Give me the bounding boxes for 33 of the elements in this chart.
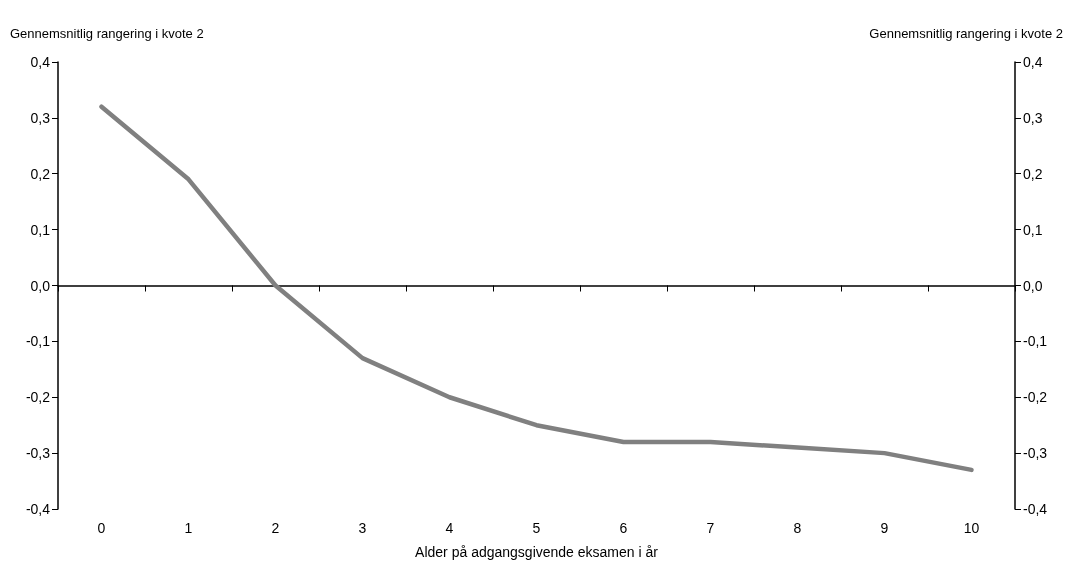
line-series: [99, 104, 974, 473]
y2-axis-title: Gennemsnitlig rangering i kvote 2: [869, 26, 1063, 41]
y-tick-label: 0,3: [30, 109, 51, 126]
y-tick-label: -0,3: [25, 445, 51, 462]
x-tick-label: 3: [358, 520, 367, 536]
x-tick-label: 1: [184, 520, 193, 536]
y2-tick-label: -0,2: [1023, 389, 1048, 406]
y2-tick-label: 0,2: [1023, 165, 1043, 182]
y2-tick-label: 0,1: [1023, 221, 1043, 238]
x-tick-label: 4: [445, 520, 454, 536]
x-tick-label: 0: [97, 520, 106, 536]
x-tick-label: 5: [532, 520, 541, 536]
y2-tick-label: 0,3: [1023, 109, 1043, 126]
y2-tick-label: 0,4: [1023, 54, 1043, 70]
x-axis-title: Alder på adgangsgivende eksamen i år: [415, 544, 659, 560]
y2-tick-label: -0,3: [1023, 445, 1048, 462]
y-tick-label: 0,2: [30, 165, 51, 182]
y-tick-label: -0,1: [25, 333, 51, 350]
y-tick-label: 0,1: [30, 221, 51, 238]
y2-tick-label: -0,4: [1023, 501, 1048, 517]
x-tick-label: 2: [271, 520, 280, 536]
x-tick-label: 9: [880, 520, 889, 536]
y-tick-label: 0,4: [30, 54, 51, 70]
x-tick-label: 10: [963, 520, 980, 536]
x-tick-label: 6: [619, 520, 628, 536]
y2-tick-label: -0,1: [1023, 333, 1048, 350]
y-tick-label: -0,4: [25, 501, 51, 517]
y-tick-label: 0,0: [30, 277, 51, 294]
x-tick-label: 8: [793, 520, 802, 536]
y2-tick-label: 0,0: [1023, 277, 1043, 294]
y-tick-label: -0,2: [25, 389, 51, 406]
x-tick-label: 7: [706, 520, 715, 536]
y-axis-title: Gennemsnitlig rangering i kvote 2: [10, 26, 204, 41]
